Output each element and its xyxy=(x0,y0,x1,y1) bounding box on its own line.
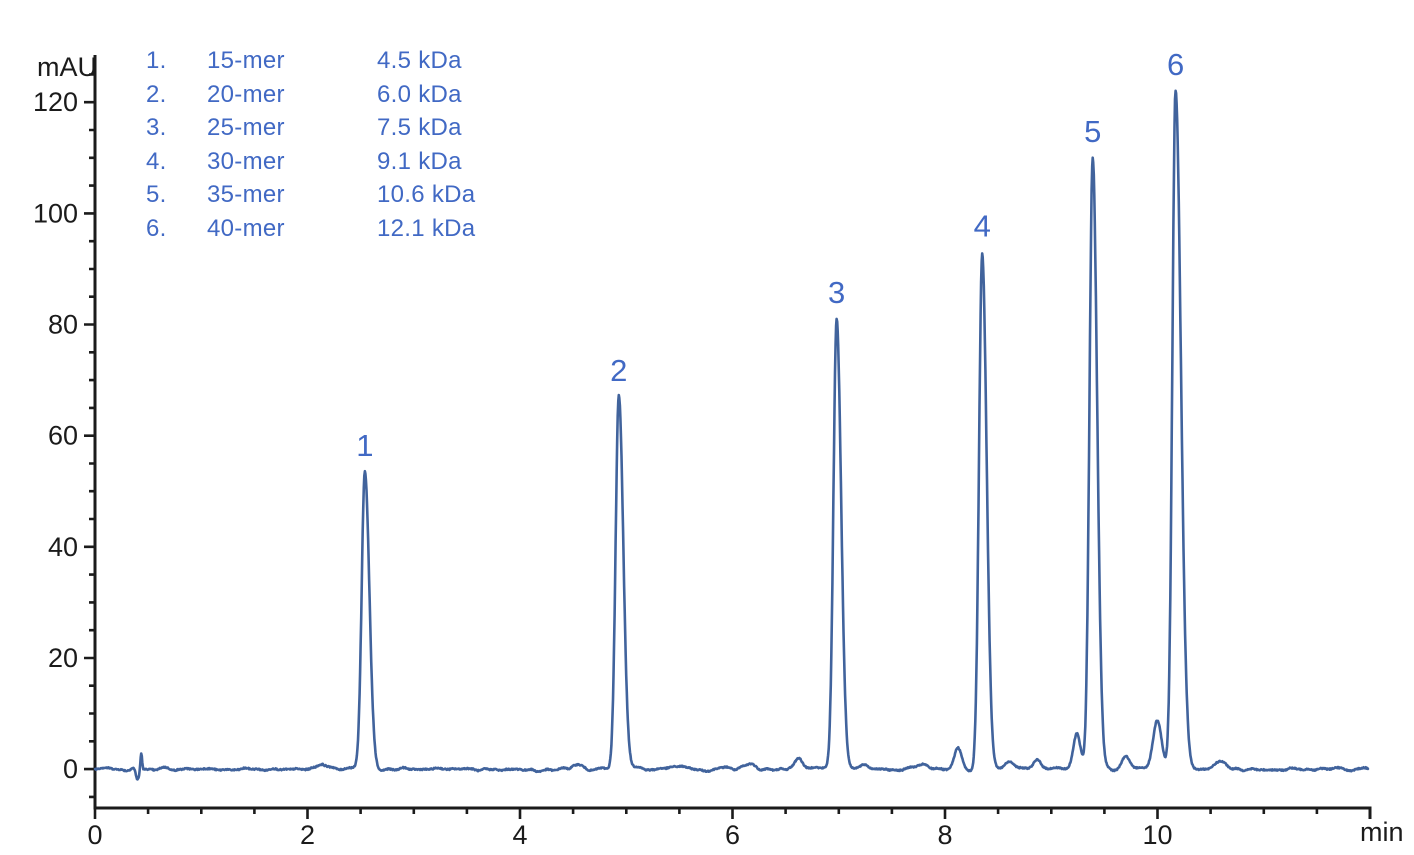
legend-row: 2. 20-mer 6.0 kDa xyxy=(146,78,475,112)
chromatogram-trace xyxy=(93,89,1370,781)
y-tick-label: 100 xyxy=(33,198,78,228)
legend-peak-number: 4. xyxy=(146,147,167,175)
legend-peak-mass: 6.0 kDa xyxy=(377,80,462,108)
legend-row: 5. 35-mer 10.6 kDa xyxy=(146,178,475,212)
x-tick-label: 8 xyxy=(937,820,952,850)
peak-label: 4 xyxy=(974,208,991,243)
legend-row: 4. 30-mer 9.1 kDa xyxy=(146,145,475,179)
legend-peak-name: 30-mer xyxy=(207,147,285,175)
legend-peak-mass: 12.1 kDa xyxy=(377,214,476,242)
x-tick-label: 2 xyxy=(300,820,315,850)
peak-legend: 1. 15-mer 4.5 kDa 2. 20-mer 6.0 kDa 3. 2… xyxy=(146,44,475,245)
x-tick-label: 10 xyxy=(1142,820,1172,850)
legend-peak-mass: 10.6 kDa xyxy=(377,181,476,208)
y-tick-label: 80 xyxy=(48,310,78,340)
legend-peak-number: 6. xyxy=(146,214,167,242)
x-tick-label: 0 xyxy=(87,820,102,850)
legend-peak-number: 3. xyxy=(146,114,167,141)
axis-ticks xyxy=(84,73,1319,819)
axes xyxy=(84,55,1372,819)
legend-peak-number: 5. xyxy=(146,181,167,208)
legend-peak-number: 2. xyxy=(146,80,167,108)
legend-peak-name: 40-mer xyxy=(207,214,285,242)
legend-row: 6. 40-mer 12.1 kDa xyxy=(146,212,475,246)
legend-peak-number: 1. xyxy=(146,47,167,74)
x-tick-label: 6 xyxy=(725,820,740,850)
legend-peak-mass: 7.5 kDa xyxy=(377,114,462,141)
peak-number-labels: 1 2 3 4 5 6 xyxy=(356,47,1184,463)
legend-peak-name: 15-mer xyxy=(207,47,285,74)
legend-peak-name: 35-mer xyxy=(207,181,285,208)
x-tick-label: 4 xyxy=(512,820,527,850)
peak-label: 3 xyxy=(828,275,845,310)
peak-label: 1 xyxy=(356,428,373,463)
legend-peak-mass: 4.5 kDa xyxy=(377,47,462,74)
y-tick-label: 60 xyxy=(48,421,78,451)
y-axis-unit-label: mAU xyxy=(37,52,97,82)
y-tick-label: 40 xyxy=(48,532,78,562)
peak-label: 2 xyxy=(610,353,627,388)
y-tick-label: 0 xyxy=(63,754,78,784)
legend-peak-mass: 9.1 kDa xyxy=(377,147,462,175)
legend-row: 1. 15-mer 4.5 kDa xyxy=(146,44,475,78)
peak-label: 6 xyxy=(1167,47,1184,82)
legend-peak-name: 20-mer xyxy=(207,80,285,108)
x-axis-unit-label: min xyxy=(1360,817,1404,847)
legend-row: 3. 25-mer 7.5 kDa xyxy=(146,111,475,145)
y-tick-label: 120 xyxy=(33,87,78,117)
peak-label: 5 xyxy=(1084,114,1101,149)
y-tick-label: 20 xyxy=(48,643,78,673)
legend-peak-name: 25-mer xyxy=(207,114,285,141)
